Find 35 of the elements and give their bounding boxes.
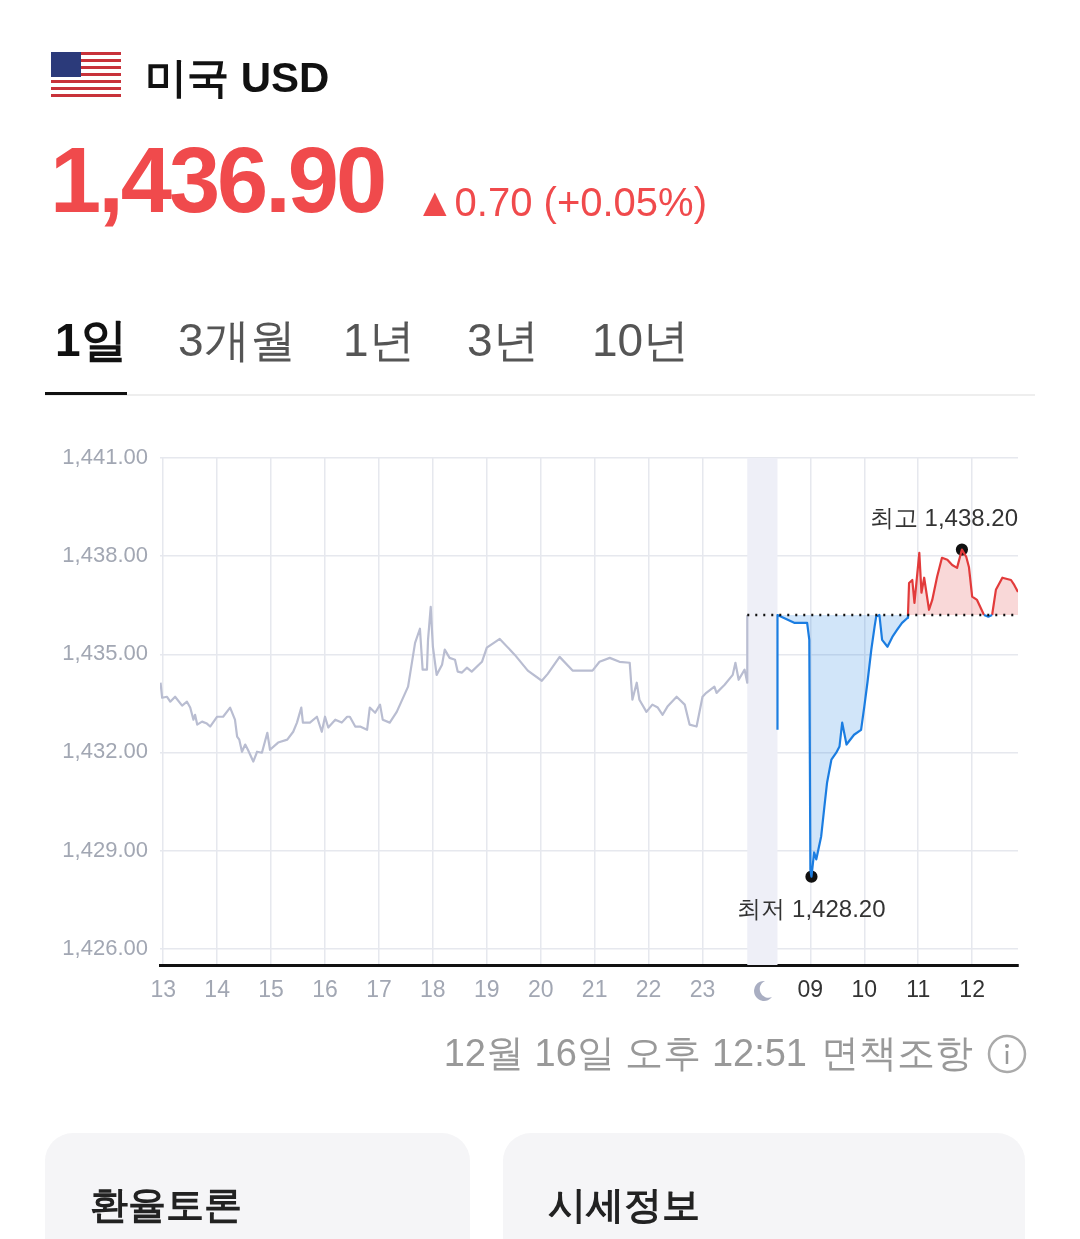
annotation: 최고 1,438.20 (869, 504, 1018, 532)
x-tick-label: 15 (258, 976, 284, 1003)
x-tick-label: 16 (312, 976, 338, 1003)
x-tick-label: 19 (474, 976, 500, 1003)
text: 3년 (467, 313, 539, 368)
x2-tick-label: 11 (906, 976, 931, 1003)
x-tick-label: 21 (581, 976, 608, 1003)
text: 환율토론 (90, 1183, 242, 1228)
y-tick-label: 1,438.00 (62, 542, 148, 568)
text: 시세정보 (548, 1183, 700, 1228)
x2-tick-label: 10 (851, 976, 878, 1003)
x-tick-label: 13 (150, 976, 177, 1003)
x2-tick-label: 09 (797, 976, 824, 1003)
x-tick-label: 18 (420, 976, 446, 1003)
y-tick-label: 1,432.00 (62, 738, 148, 764)
x-tick-label: 17 (366, 976, 392, 1003)
text: 3개월 (178, 313, 296, 368)
y-tick-label: 1,426.00 (62, 934, 148, 960)
text: 면책조항 (821, 1031, 973, 1076)
y-tick-label: 1,435.00 (62, 640, 148, 666)
text: 1년 (343, 313, 415, 368)
x-tick-label: 22 (635, 976, 662, 1003)
x-tick-label: 23 (689, 976, 716, 1003)
x-tick-label: 20 (527, 976, 554, 1003)
text: 12월 16일 오후 12:51 (443, 1031, 807, 1076)
annotation: 최저 1,428.20 (737, 895, 886, 923)
text: 10년 (592, 313, 690, 368)
x-tick-label: 14 (204, 976, 231, 1003)
y-tick-label: 1,441.00 (62, 444, 148, 470)
chart-title: 미국 USD (145, 53, 330, 103)
text: 1일 (55, 313, 127, 368)
x2-tick-label: 12 (959, 976, 985, 1003)
chart-subtitle: 1,436.90 (50, 128, 385, 233)
text: ▲0.70 (+0.05%) (415, 180, 707, 225)
y-tick-label: 1,429.00 (62, 836, 148, 862)
